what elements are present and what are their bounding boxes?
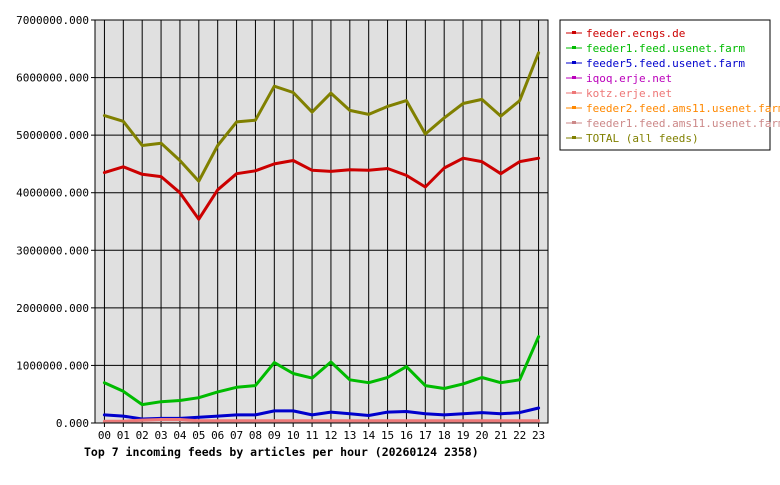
- legend-swatch-marker: [572, 121, 576, 124]
- x-tick-label: 19: [456, 429, 469, 442]
- x-axis-label: Top 7 incoming feeds by articles per hou…: [84, 445, 479, 459]
- series-line-4: [102, 418, 541, 423]
- x-tick-label: 12: [324, 429, 337, 442]
- x-tick-label: 03: [154, 429, 167, 442]
- legend-label: iqoq.erje.net: [586, 72, 672, 85]
- x-tick-label: 06: [211, 429, 224, 442]
- x-tick-label: 13: [343, 429, 356, 442]
- legend-swatch-marker: [572, 46, 576, 49]
- y-tick-label: 3000000.000: [16, 244, 89, 257]
- x-tick-label: 04: [173, 429, 187, 442]
- y-tick-label: 1000000.000: [16, 359, 89, 372]
- x-tick-label: 21: [494, 429, 507, 442]
- series-line-7: [102, 51, 541, 183]
- x-tick-label: 20: [475, 429, 488, 442]
- x-tick-label: 15: [381, 429, 394, 442]
- legend-swatch-marker: [572, 31, 576, 34]
- x-tick-label: 10: [287, 429, 300, 442]
- y-axis: 0.000 1000000.000 2000000.000 3000000.000 40…: [16, 14, 95, 430]
- legend-label: feeder.ecngs.de: [586, 27, 685, 40]
- legend-label: feeder5.feed.usenet.farm: [586, 57, 745, 70]
- legend: feeder.ecngs.de feeder1.feed.usenet.farm f…: [559, 19, 780, 151]
- x-axis: 00 01 02 03 04 05 06 07 08 09 10 11 12 13 14 15 16 17 18 19…: [98, 423, 545, 442]
- plot-background: [95, 20, 548, 423]
- legend-swatch-marker: [572, 76, 576, 79]
- y-tick-label: 0.000: [56, 417, 89, 430]
- legend-swatch-marker: [572, 91, 576, 94]
- x-tick-label: 11: [305, 429, 318, 442]
- y-tick-label: 4000000.000: [16, 187, 89, 200]
- legend-swatch-marker: [572, 106, 576, 109]
- x-tick-label: 07: [230, 429, 243, 442]
- x-tick-label: 18: [438, 429, 451, 442]
- x-tick-label: 05: [192, 429, 205, 442]
- series-line-1: [102, 335, 541, 407]
- legend-swatch-marker: [572, 61, 576, 64]
- x-tick-label: 00: [98, 429, 111, 442]
- x-tick-label: 01: [117, 429, 130, 442]
- x-tick-label: 16: [400, 429, 413, 442]
- legend-label: feeder1.feed.usenet.farm: [586, 42, 745, 55]
- legend-label: TOTAL (all feeds): [586, 132, 699, 145]
- y-tick-label: 7000000.000: [16, 14, 89, 27]
- legend-label: feeder1.feed.ams11.usenet.farm: [586, 117, 780, 130]
- legend-label: kotz.erje.net: [586, 87, 672, 100]
- y-tick-label: 5000000.000: [16, 129, 89, 142]
- legend-label: feeder2.feed.ams11.usenet.farm: [586, 102, 780, 115]
- x-tick-label: 23: [532, 429, 545, 442]
- y-tick-label: 2000000.000: [16, 302, 89, 315]
- legend-box: [559, 19, 771, 151]
- x-tick-label: 09: [268, 429, 281, 442]
- y-tick-label: 6000000.000: [16, 72, 89, 85]
- x-tick-label: 14: [362, 429, 376, 442]
- x-tick-label: 17: [419, 429, 432, 442]
- legend-swatch-marker: [572, 136, 576, 139]
- x-tick-label: 08: [249, 429, 262, 442]
- x-tick-label: 22: [513, 429, 526, 442]
- plot-frame: [94, 19, 549, 424]
- series-line-0: [102, 156, 541, 221]
- x-tick-label: 02: [136, 429, 149, 442]
